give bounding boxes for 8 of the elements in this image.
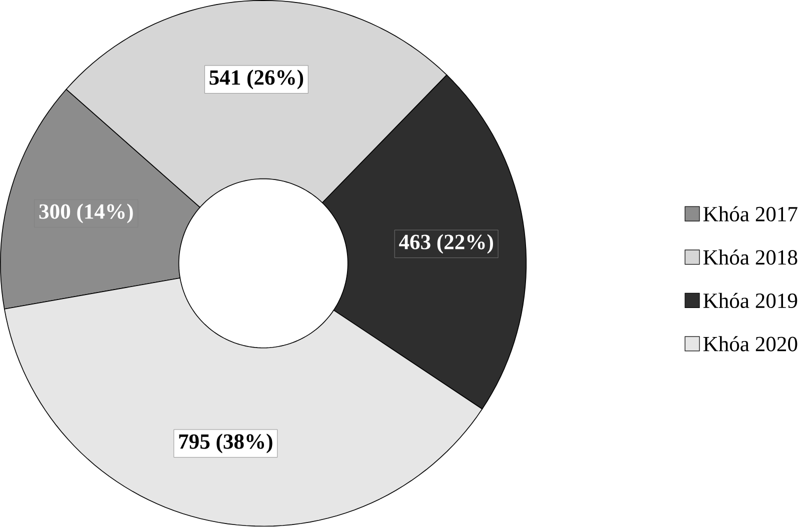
data-label: 541 (26%): [210, 70, 304, 90]
data-label: 795 (38%): [179, 434, 272, 454]
legend-label: Khóa 2019: [703, 293, 798, 308]
legend-label: Khóa 2018: [703, 250, 798, 265]
data-label: 463 (22%): [398, 234, 493, 254]
legend-label: Khóa 2017: [703, 206, 798, 222]
data-label: 300 (14%): [39, 204, 133, 224]
legend-label: Khóa 2020: [703, 336, 798, 352]
